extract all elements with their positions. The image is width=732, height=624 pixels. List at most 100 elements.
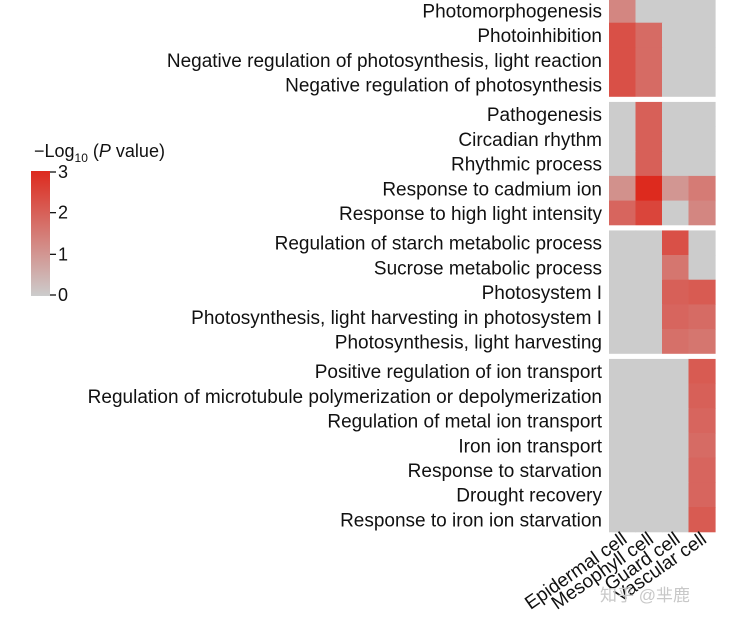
heatmap-cell [688,329,716,355]
row-label: Negative regulation of photosynthesis [285,75,602,96]
row-label: Drought recovery [456,486,602,507]
row-label: Photosynthesis, light harvesting in phot… [191,308,602,329]
legend-tick-label: 0 [58,285,68,305]
heatmap-cell [635,22,663,48]
group-separators [609,96,717,359]
heatmap-cell [688,126,716,152]
heatmap-cell [635,72,663,98]
heatmap-cell [609,47,637,73]
heatmap-cell [662,408,690,434]
heatmap-cell [688,358,716,385]
heatmap-cell [688,72,716,98]
heatmap-cell [609,230,637,256]
heatmap-cell [688,47,716,73]
legend-tick-label: 1 [58,244,68,264]
heatmap-cell [635,200,663,226]
heatmap-cell [662,230,690,256]
heatmap-cell [609,383,637,409]
heatmap-cell [635,101,663,128]
row-label: Regulation of starch metabolic process [275,234,602,255]
heatmap-cell [688,279,716,305]
heatmap-cell [609,507,637,533]
heatmap-cell [662,304,690,330]
heatmap-cell [662,457,690,483]
legend-tick-label: 2 [58,203,68,223]
heatmap-cell [635,255,663,281]
heatmap-cells [609,0,716,533]
row-label: Negative regulation of photosynthesis, l… [167,51,602,72]
legend: −Log10 (P value) 3 2 1 0 [31,141,165,305]
heatmap-cell [635,175,663,202]
row-label: Photoinhibition [477,26,602,47]
heatmap-cell [662,507,690,533]
legend-title: −Log10 (P value) [34,141,165,165]
heatmap-cell [635,279,663,305]
group-separator [609,353,717,359]
heatmap-cell [635,126,663,152]
row-label: Pathogenesis [487,105,602,126]
heatmap-cell [688,383,716,409]
row-label: Response to iron ion starvation [340,510,602,531]
row-label: Response to high light intensity [339,204,602,225]
heatmap-cell [609,457,637,483]
heatmap-cell [688,432,716,459]
row-label: Iron ion transport [458,436,602,457]
heatmap-cell [609,200,637,226]
heatmap-cell [609,408,637,434]
heatmap-cell [688,304,716,330]
heatmap-cell [688,507,716,533]
heatmap-cell [609,0,637,24]
heatmap-cell [609,22,637,48]
heatmap-cell [635,408,663,434]
legend-tick-label: 3 [58,162,68,182]
heatmap-cell [688,0,716,24]
heatmap-cell [662,0,690,24]
heatmap-cell [609,175,637,202]
heatmap-cell [662,383,690,409]
heatmap-cell [635,47,663,73]
heatmap-cell [688,482,716,508]
heatmap-cell [688,175,716,202]
heatmap-cell [635,358,663,385]
row-label: Circadian rhythm [458,130,602,151]
heatmap-cell [635,507,663,533]
heatmap-cell [609,279,637,305]
heatmap-cell [662,255,690,281]
heatmap-cell [635,432,663,459]
heatmap-cell [609,358,637,385]
row-labels: Photomorphogenesis Photoinhibition Negativ… [88,1,603,531]
heatmap-cell [609,101,637,128]
heatmap-cell [662,47,690,73]
row-label: Regulation of microtubule polymerization… [88,387,602,408]
heatmap-cell [609,72,637,98]
heatmap-cell [609,304,637,330]
heatmap-cell [635,383,663,409]
heatmap-cell [609,329,637,355]
row-label: Rhythmic process [451,155,602,176]
heatmap-cell [635,329,663,355]
heatmap-cell [609,432,637,459]
heatmap-cell [688,408,716,434]
heatmap-cell [609,482,637,508]
heatmap-cell [635,457,663,483]
row-label: Photosystem I [482,283,602,304]
row-label: Photosynthesis, light harvesting [335,332,602,353]
heatmap-cell [635,0,663,24]
heatmap-cell [635,151,663,177]
heatmap-cell [662,358,690,385]
heatmap-cell [662,151,690,177]
heatmap-cell [688,255,716,281]
row-label: Photomorphogenesis [422,1,602,22]
heatmap-cell [609,255,637,281]
heatmap-cell [688,230,716,256]
heatmap-cell [662,329,690,355]
heatmap-cell [635,230,663,256]
row-label: Response to starvation [408,461,602,482]
legend-ticks: 3 2 1 0 [50,162,68,305]
heatmap-cell [662,200,690,226]
group-separator [609,96,717,102]
row-label: Regulation of metal ion transport [327,412,602,433]
row-label: Positive regulation of ion transport [315,362,603,383]
group-separator [609,225,717,231]
heatmap-cell [662,175,690,202]
